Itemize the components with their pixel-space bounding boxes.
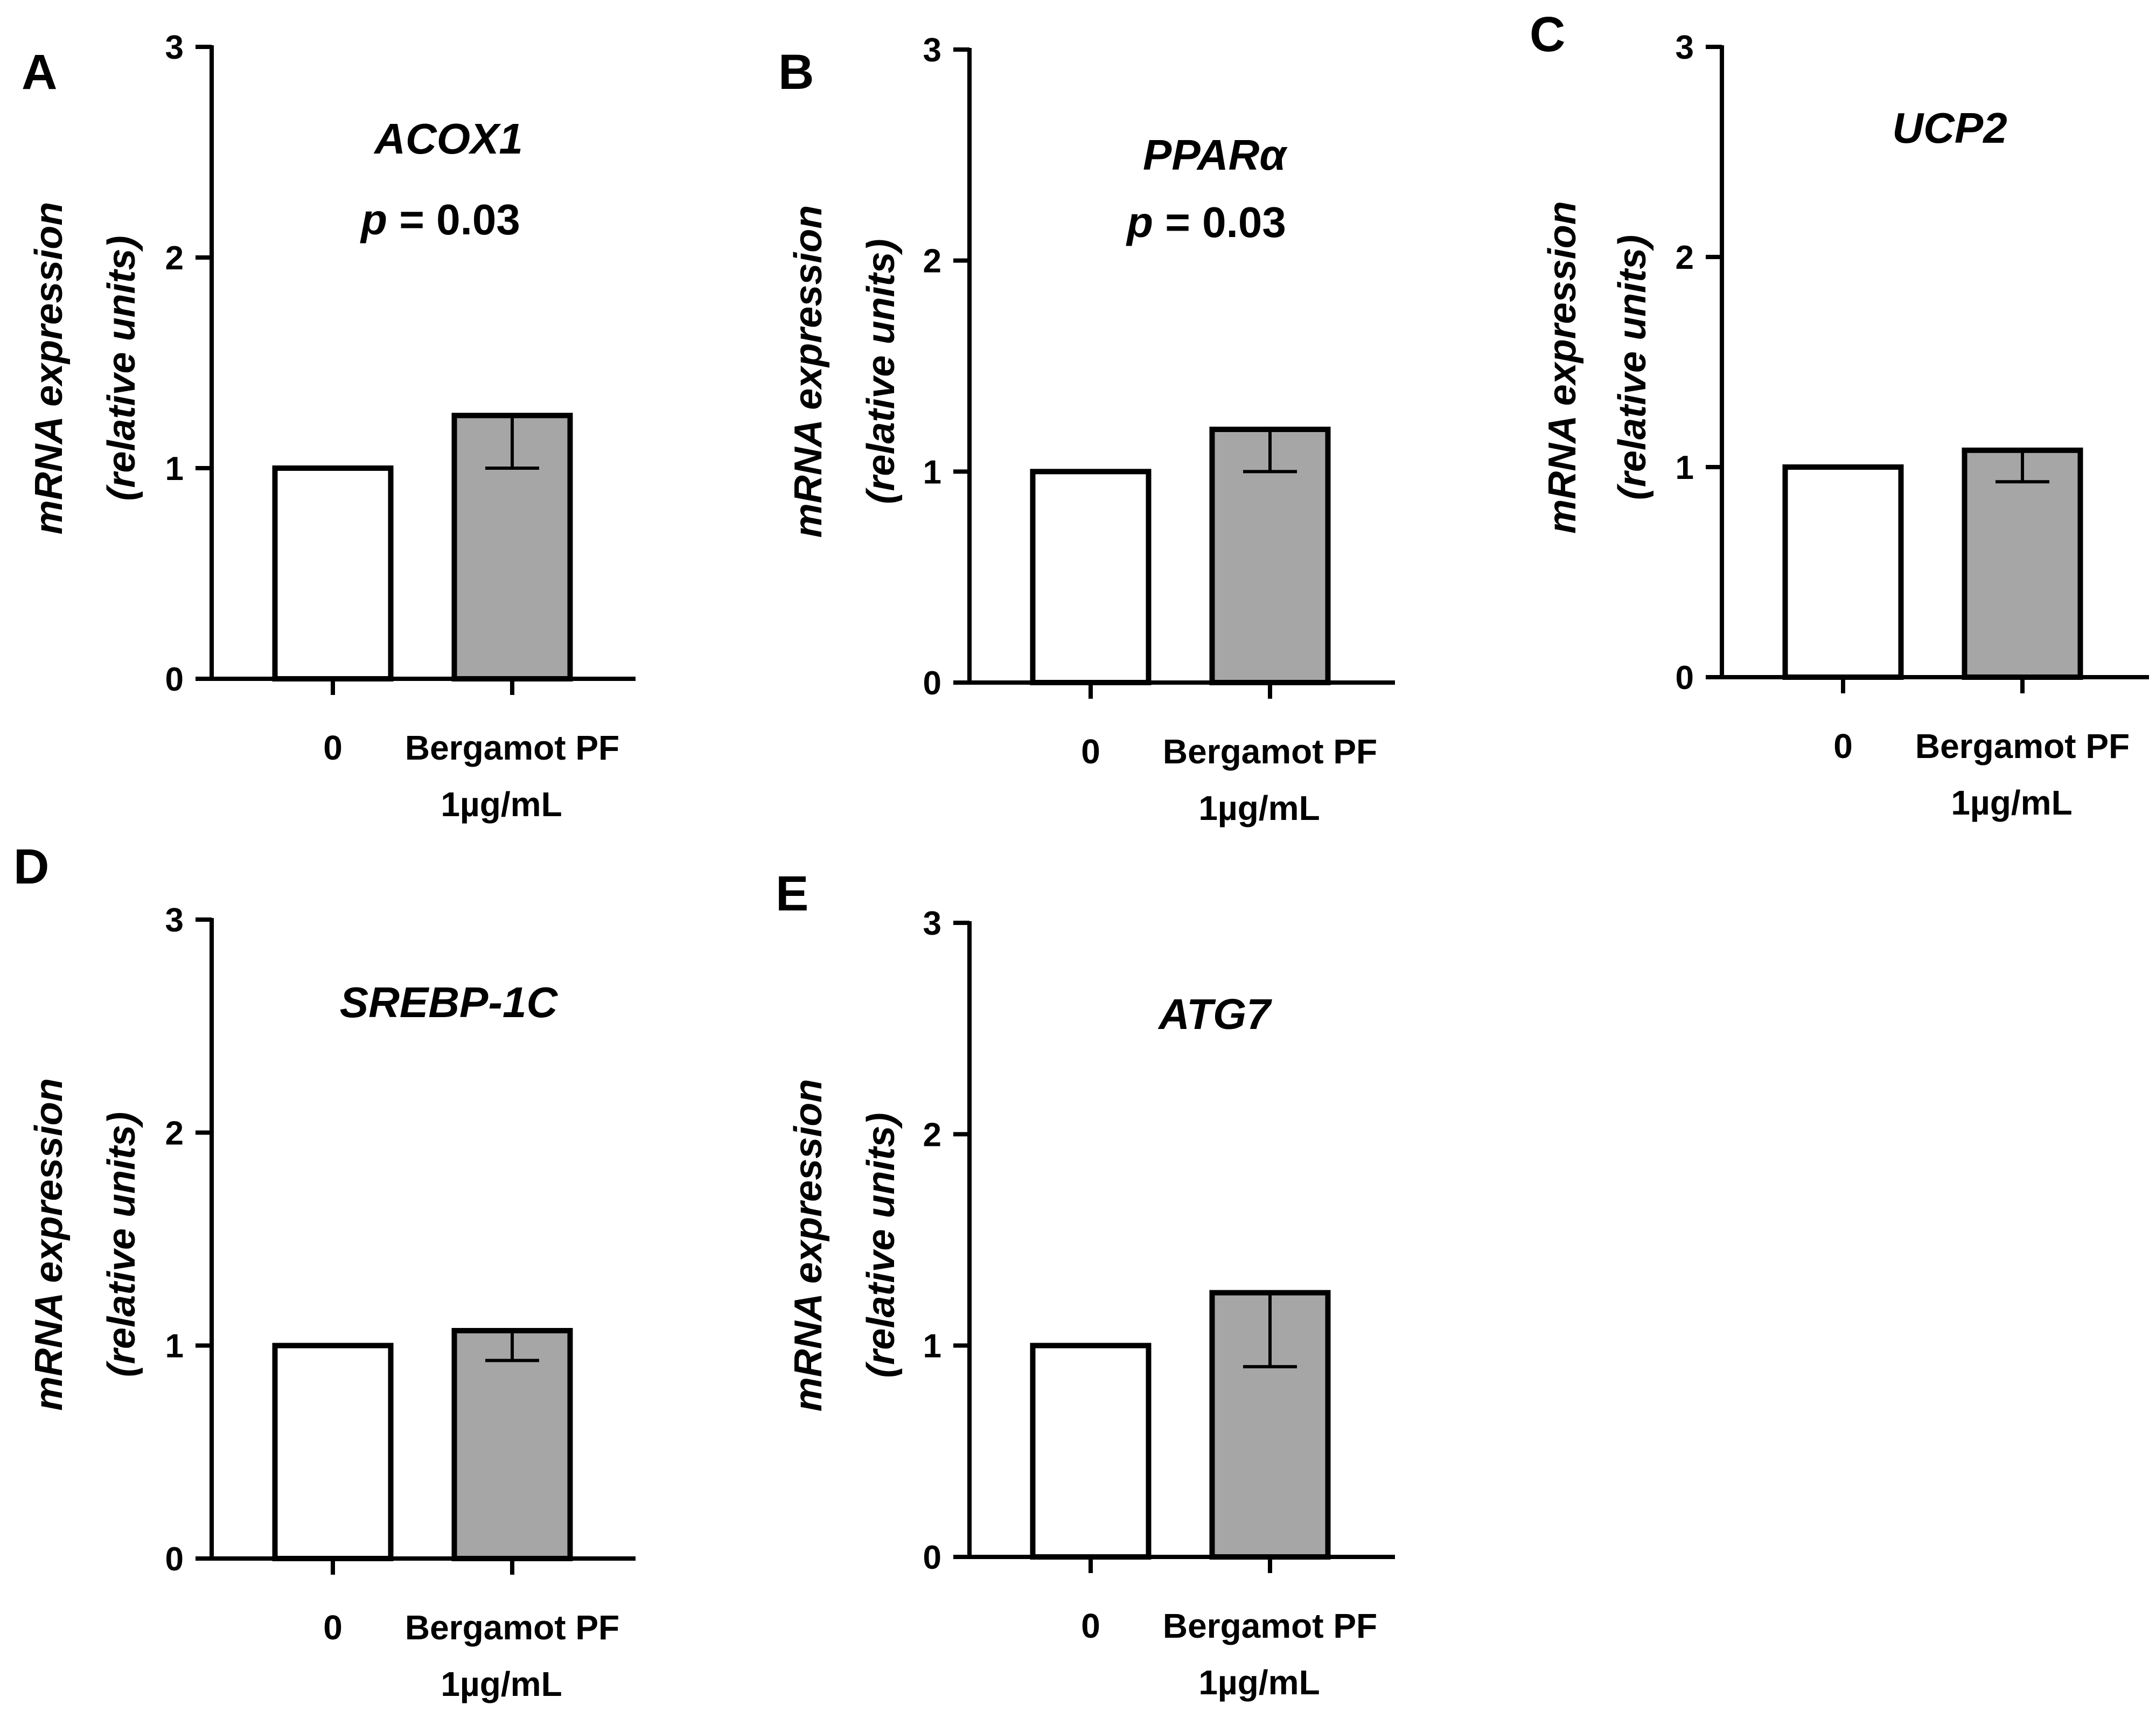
category-label: 0 xyxy=(1833,727,1853,766)
y-axis-label-line2: (relative units) xyxy=(100,235,143,500)
bar-control xyxy=(1030,469,1152,685)
y-axis-label-line1: mRNA expression xyxy=(787,1079,830,1412)
y-tick-label: 3 xyxy=(1676,29,1694,66)
p-symbol: p xyxy=(1126,198,1153,246)
y-tick-label: 1 xyxy=(923,454,941,491)
category-label: 0 xyxy=(323,1608,343,1647)
category-label: Bergamot PF xyxy=(1163,732,1377,771)
category-label: 0 xyxy=(1081,1606,1100,1645)
category-label: 0 xyxy=(1081,732,1100,771)
y-tick-label: 2 xyxy=(923,243,941,280)
y-axis-label-line2: (relative units) xyxy=(860,1112,903,1378)
gene-title: ACOX1 xyxy=(373,115,523,163)
bar-control xyxy=(1030,1343,1152,1560)
category-label: Bergamot PF xyxy=(405,728,619,767)
y-tick-label: 1 xyxy=(923,1328,941,1365)
y-axis-label-line2: (relative units) xyxy=(860,239,903,504)
p-value: = 0.03 xyxy=(1153,198,1286,246)
bar-control xyxy=(272,1343,394,1562)
panel-letter: E xyxy=(776,866,808,921)
category-label: Bergamot PF xyxy=(1163,1606,1377,1645)
y-tick-label: 3 xyxy=(165,29,184,66)
y-axis-label-line2: (relative units) xyxy=(100,1112,143,1377)
gene-title: ATG7 xyxy=(1157,990,1272,1038)
gene-title: SREBP-1C xyxy=(340,978,559,1026)
y-tick-label: 3 xyxy=(165,902,184,939)
panel-letter: B xyxy=(778,45,814,100)
y-axis-label-line2: (relative units) xyxy=(1611,235,1654,500)
category-label: Bergamot PF xyxy=(405,1608,619,1647)
y-tick-label: 0 xyxy=(165,1541,184,1578)
category-label-line2: 1µg/mL xyxy=(441,1665,562,1703)
category-label: Bergamot PF xyxy=(1915,727,2130,766)
category-label-line2: 1µg/mL xyxy=(441,785,562,824)
y-tick-label: 2 xyxy=(1676,239,1694,276)
gene-title: PPARα xyxy=(1143,131,1288,179)
y-tick-label: 3 xyxy=(923,905,941,942)
panel-letter: D xyxy=(13,839,49,894)
bar-control xyxy=(272,465,394,681)
y-tick-label: 0 xyxy=(165,661,184,698)
y-tick-label: 0 xyxy=(923,1539,941,1576)
y-tick-label: 1 xyxy=(165,1328,184,1365)
p-value-label: p = 0.03 xyxy=(1126,198,1286,246)
panel-letter: A xyxy=(22,45,57,100)
y-tick-label: 1 xyxy=(1676,449,1694,486)
bar-treatment xyxy=(451,1327,573,1562)
panel-letter: C xyxy=(1530,7,1565,62)
y-tick-label: 2 xyxy=(165,240,184,277)
gene-title: UCP2 xyxy=(1892,104,2007,152)
category-label-line2: 1µg/mL xyxy=(1198,789,1320,827)
y-tick-label: 0 xyxy=(923,665,941,702)
y-tick-label: 2 xyxy=(923,1116,941,1153)
p-symbol: p xyxy=(360,196,387,244)
bar-treatment xyxy=(1962,447,2083,680)
y-tick-label: 2 xyxy=(165,1115,184,1152)
y-axis-label-line1: mRNA expression xyxy=(787,205,830,538)
p-value: = 0.03 xyxy=(387,196,520,244)
y-tick-label: 3 xyxy=(923,32,941,69)
p-value-label: p = 0.03 xyxy=(360,196,520,244)
bar-control xyxy=(1782,464,1904,680)
y-tick-label: 1 xyxy=(165,450,184,488)
y-axis-label-line1: mRNA expression xyxy=(27,202,71,535)
category-label-line2: 1µg/mL xyxy=(1198,1663,1320,1702)
category-label: 0 xyxy=(323,728,343,767)
category-label-line2: 1µg/mL xyxy=(1951,783,2072,822)
y-tick-label: 0 xyxy=(1676,659,1694,697)
bar-treatment xyxy=(1209,427,1331,685)
y-axis-label-line1: mRNA expression xyxy=(1541,201,1584,534)
y-axis-label-line1: mRNA expression xyxy=(27,1078,71,1411)
